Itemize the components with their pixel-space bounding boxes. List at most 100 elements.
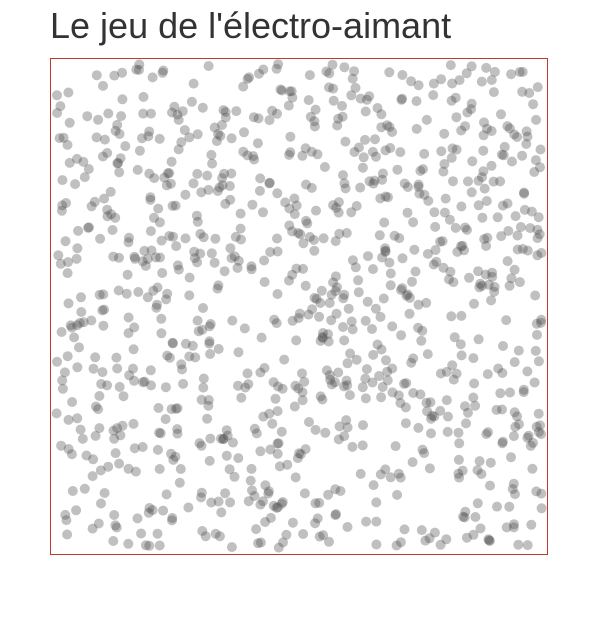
particle bbox=[380, 464, 391, 475]
particle bbox=[371, 151, 381, 162]
particle bbox=[383, 192, 393, 203]
particle bbox=[278, 537, 288, 548]
particle bbox=[226, 168, 237, 179]
particle bbox=[406, 357, 417, 368]
particle bbox=[446, 95, 457, 106]
particle bbox=[392, 164, 403, 175]
particle bbox=[309, 245, 320, 256]
particle bbox=[369, 175, 380, 186]
particle bbox=[536, 317, 546, 328]
particle bbox=[200, 531, 211, 542]
particle bbox=[358, 152, 369, 163]
particle bbox=[435, 405, 446, 416]
particle bbox=[193, 326, 204, 337]
particle bbox=[51, 408, 62, 419]
particle bbox=[330, 510, 341, 521]
particle bbox=[238, 146, 249, 157]
particle bbox=[395, 537, 406, 548]
particle bbox=[395, 472, 406, 483]
particle bbox=[416, 335, 427, 346]
particle bbox=[230, 231, 241, 242]
particle bbox=[339, 62, 350, 73]
particle bbox=[371, 539, 382, 550]
particle bbox=[350, 262, 361, 273]
particle bbox=[72, 362, 83, 373]
particle bbox=[442, 426, 453, 437]
particle bbox=[158, 65, 169, 76]
particle bbox=[180, 189, 191, 200]
particle bbox=[422, 248, 433, 259]
particle bbox=[446, 152, 457, 163]
particle bbox=[487, 271, 498, 282]
particle bbox=[272, 406, 283, 417]
particle bbox=[112, 423, 123, 434]
particle bbox=[94, 289, 105, 300]
particle bbox=[512, 411, 523, 422]
particle bbox=[146, 380, 156, 391]
particle bbox=[220, 107, 231, 117]
particle bbox=[162, 288, 173, 299]
particle bbox=[473, 266, 484, 277]
particle bbox=[531, 318, 542, 329]
particle bbox=[401, 378, 412, 389]
particle bbox=[330, 236, 341, 247]
particle bbox=[114, 167, 125, 178]
particle bbox=[282, 459, 293, 470]
particle bbox=[284, 220, 295, 231]
particle bbox=[342, 358, 353, 369]
particle bbox=[439, 128, 450, 139]
particle bbox=[99, 304, 110, 315]
game-board[interactable] bbox=[50, 58, 548, 555]
particle bbox=[477, 212, 488, 223]
particle bbox=[407, 457, 418, 468]
particle bbox=[507, 156, 517, 167]
particle bbox=[331, 308, 342, 319]
particle bbox=[264, 115, 275, 126]
particle bbox=[131, 64, 142, 75]
particle bbox=[206, 248, 217, 259]
particle bbox=[396, 285, 406, 295]
particle bbox=[368, 264, 378, 275]
game-title: Le jeu de l'électro-aimant bbox=[50, 5, 452, 46]
particle bbox=[318, 328, 328, 338]
particle bbox=[189, 246, 200, 257]
particle bbox=[154, 464, 165, 474]
particle bbox=[114, 252, 124, 263]
particle bbox=[154, 133, 165, 144]
particle bbox=[372, 339, 383, 350]
particle bbox=[430, 221, 441, 232]
particle bbox=[357, 382, 368, 393]
particle bbox=[62, 529, 73, 540]
particle bbox=[177, 106, 188, 117]
particle bbox=[413, 422, 424, 433]
particle bbox=[233, 255, 244, 266]
particle bbox=[497, 200, 508, 211]
particle bbox=[61, 198, 71, 208]
particle bbox=[57, 175, 68, 186]
particle bbox=[399, 178, 410, 189]
particle bbox=[180, 338, 191, 349]
particle bbox=[312, 513, 323, 524]
particle bbox=[418, 164, 428, 175]
particle bbox=[372, 103, 383, 113]
particle bbox=[72, 413, 83, 424]
particle bbox=[287, 315, 298, 326]
particle bbox=[436, 74, 447, 85]
particle bbox=[170, 200, 181, 211]
particle bbox=[178, 378, 189, 389]
particle bbox=[252, 138, 263, 149]
particle bbox=[315, 391, 326, 402]
particle bbox=[271, 318, 282, 329]
particle bbox=[103, 108, 114, 119]
particle bbox=[413, 80, 424, 91]
particle bbox=[239, 323, 250, 334]
particle bbox=[353, 142, 364, 153]
particle bbox=[253, 113, 264, 124]
particle bbox=[360, 106, 371, 117]
particle bbox=[347, 73, 358, 84]
particle bbox=[408, 217, 419, 228]
particle bbox=[60, 509, 71, 520]
particle bbox=[99, 134, 110, 145]
particle bbox=[260, 480, 271, 491]
particle bbox=[144, 540, 155, 551]
